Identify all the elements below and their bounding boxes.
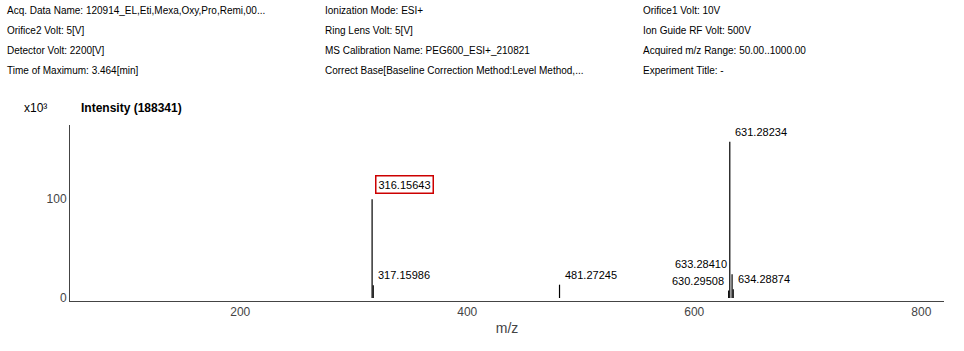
svg-text:800: 800 — [911, 305, 931, 319]
svg-text:0: 0 — [60, 291, 67, 305]
svg-text:600: 600 — [684, 305, 704, 319]
svg-text:630.29508: 630.29508 — [672, 275, 724, 287]
svg-text:Orifice2 Volt: 5[V]: Orifice2 Volt: 5[V] — [7, 25, 84, 36]
svg-text:Ionization Mode: ESI+: Ionization Mode: ESI+ — [325, 5, 423, 16]
svg-text:Intensity (188341): Intensity (188341) — [81, 101, 182, 115]
svg-text:316.15643: 316.15643 — [379, 179, 431, 191]
svg-text:Acquired m/z Range: 50.00..100: Acquired m/z Range: 50.00..1000.00 — [643, 45, 806, 56]
svg-text:400: 400 — [457, 305, 477, 319]
svg-text:481.27245: 481.27245 — [565, 269, 617, 281]
svg-text:317.15986: 317.15986 — [378, 269, 430, 281]
svg-text:Experiment Title: -: Experiment Title: - — [643, 65, 724, 76]
svg-text:631.28234: 631.28234 — [735, 126, 787, 138]
svg-text:MS Calibration Name: PEG600_ES: MS Calibration Name: PEG600_ESI+_210821 — [325, 45, 530, 56]
svg-text:Time of Maximum: 3.464[min]: Time of Maximum: 3.464[min] — [7, 65, 139, 76]
svg-text:633.28410: 633.28410 — [675, 258, 727, 270]
svg-text:100: 100 — [47, 192, 67, 206]
svg-text:Ring Lens Volt: 5[V]: Ring Lens Volt: 5[V] — [325, 25, 413, 36]
svg-text:Orifice1 Volt: 10V: Orifice1 Volt: 10V — [643, 5, 721, 16]
svg-text:634.28874: 634.28874 — [738, 273, 790, 285]
svg-text:Detector Volt: 2200[V]: Detector Volt: 2200[V] — [7, 45, 105, 56]
svg-text:Correct Base[Baseline Correcti: Correct Base[Baseline Correction Method:… — [325, 65, 583, 76]
svg-text:200: 200 — [230, 305, 250, 319]
svg-text:m/z: m/z — [496, 320, 519, 336]
svg-text:x10³: x10³ — [24, 101, 47, 115]
svg-text:Acq. Data Name: 120914_EL,Eti,: Acq. Data Name: 120914_EL,Eti,Mexa,Oxy,P… — [7, 5, 265, 16]
svg-text:Ion Guide RF Volt: 500V: Ion Guide RF Volt: 500V — [643, 25, 751, 36]
